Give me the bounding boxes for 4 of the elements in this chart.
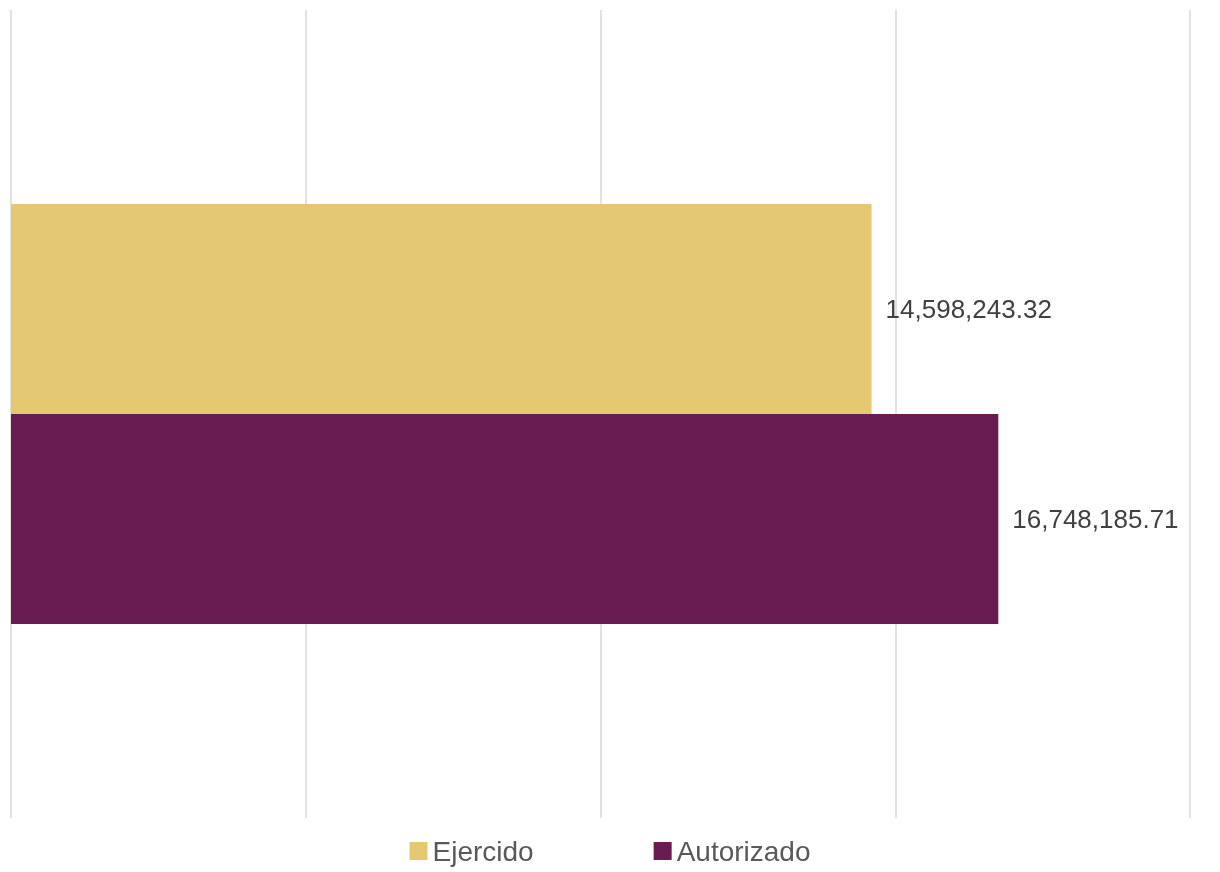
data-label: 16,748,185.71 — [1012, 504, 1179, 535]
data-label: 14,598,243.32 — [885, 293, 1052, 324]
legend-label: Autorizado — [676, 835, 811, 867]
legend-label: Ejercido — [432, 835, 534, 867]
